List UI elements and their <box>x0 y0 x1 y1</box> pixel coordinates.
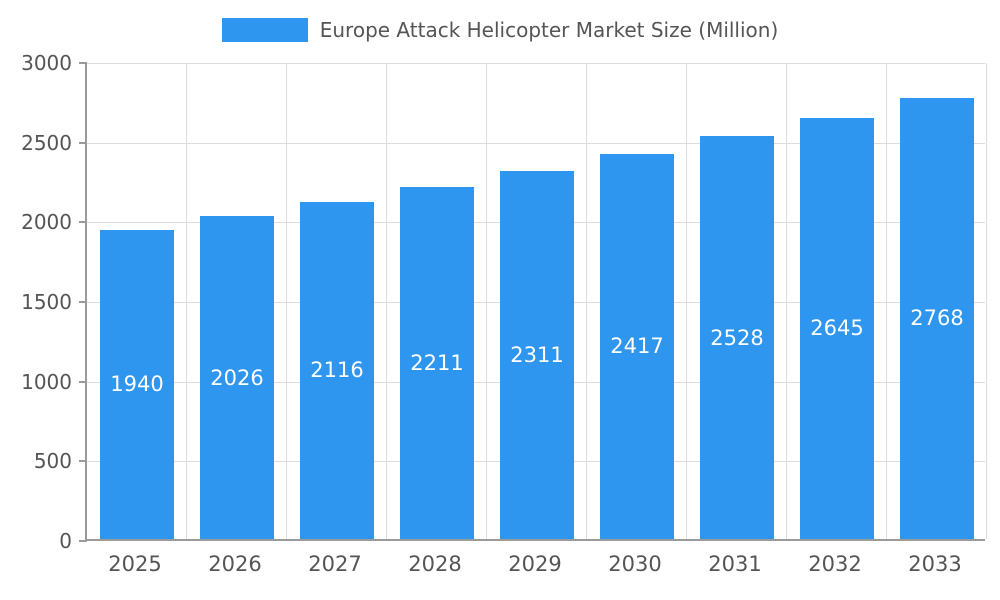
ytick-0 <box>79 540 87 542</box>
y-axis-label-3000: 3000 <box>21 51 72 75</box>
bar-2027: 2116 <box>300 201 374 539</box>
x-axis-label-2026: 2026 <box>208 552 262 576</box>
bar-value-label-2031: 2528 <box>710 325 764 350</box>
legend-swatch <box>221 18 308 42</box>
bar-2030: 2417 <box>600 153 674 539</box>
bar-2026: 2026 <box>200 216 274 539</box>
y-axis-label-1500: 1500 <box>21 290 72 314</box>
bar-2029: 2311 <box>500 170 574 539</box>
gridline-x-1 <box>186 63 187 539</box>
bar-2031: 2528 <box>700 136 774 539</box>
ytick-500 <box>79 460 87 463</box>
bar-2033: 2768 <box>900 97 974 539</box>
ytick-1000 <box>79 380 87 383</box>
gridline-y-2500 <box>87 142 985 144</box>
bar-value-label-2027: 2116 <box>310 358 364 383</box>
bar-value-label-2033: 2768 <box>910 306 964 331</box>
bar-2025: 1940 <box>100 229 174 539</box>
bar-value-label-2028: 2211 <box>410 350 464 375</box>
y-axis-label-0: 0 <box>59 529 72 553</box>
gridline-x-5 <box>586 63 587 539</box>
ytick-1500 <box>79 301 87 303</box>
gridline-x-8 <box>886 63 887 539</box>
chart-legend: Europe Attack Helicopter Market Size (Mi… <box>0 18 1000 42</box>
bar-value-label-2032: 2645 <box>810 316 864 341</box>
bar-value-label-2025: 1940 <box>110 372 164 397</box>
x-axis-label-2029: 2029 <box>508 552 562 576</box>
gridline-x-7 <box>786 63 787 539</box>
gridline-y-3000 <box>87 63 985 64</box>
y-axis-label-1000: 1000 <box>21 369 72 394</box>
x-axis-label-2032: 2032 <box>808 552 862 576</box>
gridline-x-4 <box>486 63 487 539</box>
gridline-x-3 <box>386 63 387 539</box>
chart-title: Europe Attack Helicopter Market Size (Mi… <box>319 18 779 42</box>
gridline-x-6 <box>686 63 687 539</box>
bar-2032: 2645 <box>800 117 874 539</box>
ytick-2000 <box>79 221 87 224</box>
x-axis-label-2033: 2033 <box>908 552 962 576</box>
bar-value-label-2029: 2311 <box>510 342 564 367</box>
x-axis-label-2025: 2025 <box>108 552 162 576</box>
bar-value-label-2026: 2026 <box>210 365 264 390</box>
ytick-2500 <box>79 141 87 144</box>
x-axis-label-2028: 2028 <box>408 552 462 576</box>
gridline-x-2 <box>286 63 287 539</box>
bar-value-label-2030: 2417 <box>610 334 664 359</box>
y-axis-label-2000: 2000 <box>21 210 72 235</box>
plot-area: 1940 2026 2116 2211 2311 2417 2528 2645 2768 <box>79 62 987 542</box>
y-axis-label-2500: 2500 <box>21 130 72 155</box>
gridline-x-9 <box>986 63 987 539</box>
x-axis-label-2030: 2030 <box>608 552 662 576</box>
x-axis-label-2027: 2027 <box>308 552 362 576</box>
bar-2028: 2211 <box>400 186 474 539</box>
x-axis-label-2031: 2031 <box>708 552 762 576</box>
y-axis-label-500: 500 <box>33 449 72 474</box>
ytick-3000 <box>79 62 87 64</box>
